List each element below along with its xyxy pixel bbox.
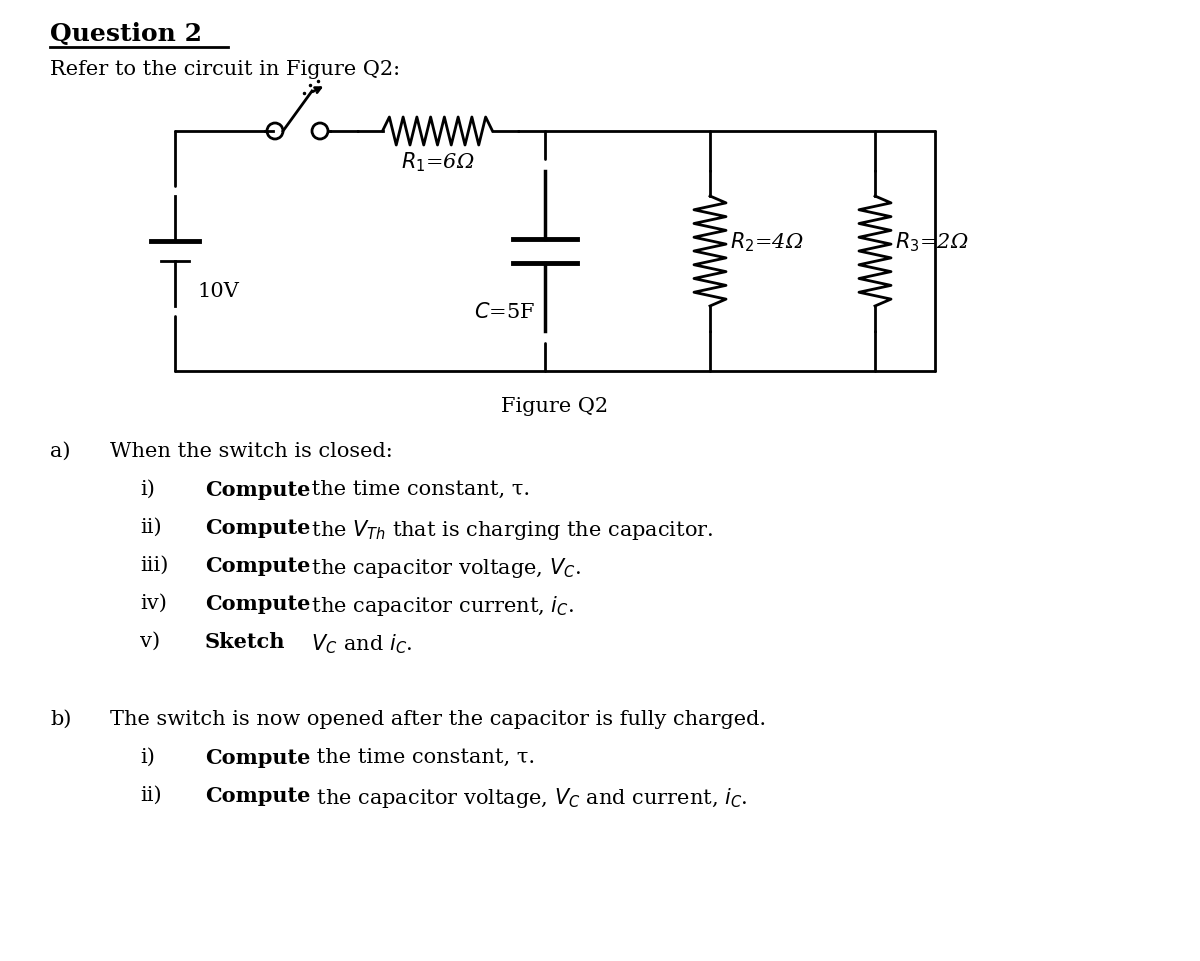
Text: Compute: Compute bbox=[205, 555, 311, 576]
Text: $V_C$ and $i_C$.: $V_C$ and $i_C$. bbox=[305, 631, 413, 654]
Text: the $V_{Th}$ that is charging the capacitor.: the $V_{Th}$ that is charging the capaci… bbox=[305, 517, 713, 541]
Text: iii): iii) bbox=[140, 555, 168, 575]
Text: iv): iv) bbox=[140, 593, 167, 612]
Text: v): v) bbox=[140, 631, 160, 651]
Text: $R_3$=2Ω: $R_3$=2Ω bbox=[895, 230, 968, 254]
Text: Sketch: Sketch bbox=[205, 631, 286, 652]
Text: Figure Q2: Figure Q2 bbox=[502, 397, 608, 415]
Text: the time constant, τ.: the time constant, τ. bbox=[310, 748, 535, 766]
Text: $R_1$=6Ω: $R_1$=6Ω bbox=[401, 150, 474, 173]
Text: b): b) bbox=[50, 709, 71, 728]
Text: When the switch is closed:: When the switch is closed: bbox=[110, 441, 392, 460]
Text: Compute: Compute bbox=[205, 517, 311, 537]
Text: Refer to the circuit in Figure Q2:: Refer to the circuit in Figure Q2: bbox=[50, 60, 400, 79]
Text: 10V: 10V bbox=[197, 282, 239, 301]
Text: Compute: Compute bbox=[205, 593, 311, 613]
Text: the capacitor current, $i_C$.: the capacitor current, $i_C$. bbox=[305, 593, 575, 617]
Text: the time constant, τ.: the time constant, τ. bbox=[305, 480, 530, 499]
Text: The switch is now opened after the capacitor is fully charged.: The switch is now opened after the capac… bbox=[110, 709, 766, 728]
Text: i): i) bbox=[140, 748, 155, 766]
Text: ii): ii) bbox=[140, 785, 162, 804]
Text: the capacitor voltage, $V_C$ and current, $i_C$.: the capacitor voltage, $V_C$ and current… bbox=[310, 785, 748, 809]
Text: i): i) bbox=[140, 480, 155, 499]
Text: Compute: Compute bbox=[205, 480, 311, 500]
Text: Question 2: Question 2 bbox=[50, 22, 202, 46]
Text: Compute: Compute bbox=[205, 748, 311, 767]
Text: Compute: Compute bbox=[205, 785, 311, 805]
Text: $R_2$=4Ω: $R_2$=4Ω bbox=[730, 230, 804, 254]
Text: a): a) bbox=[50, 441, 71, 460]
Text: ii): ii) bbox=[140, 517, 162, 536]
Text: the capacitor voltage, $V_C$.: the capacitor voltage, $V_C$. bbox=[305, 555, 581, 579]
Text: $C$=5F: $C$=5F bbox=[474, 302, 535, 322]
